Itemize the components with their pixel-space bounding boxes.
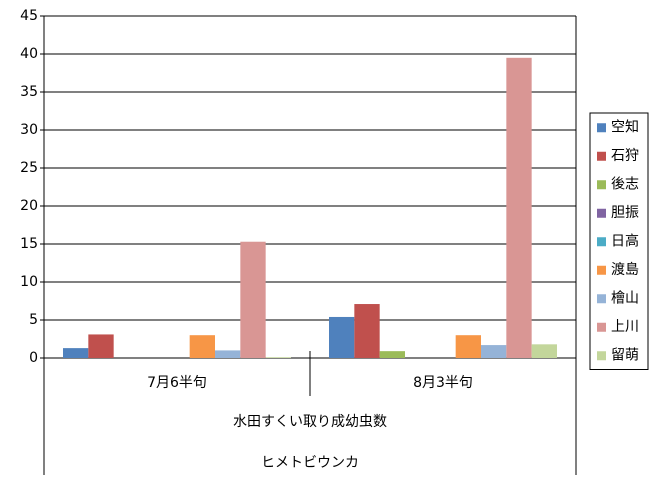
y-tick-label: 45 (20, 8, 38, 24)
legend-swatch (597, 151, 606, 161)
legend-label: 石狩 (611, 148, 639, 164)
legend-swatch (597, 351, 606, 361)
legend-label: 渡島 (611, 262, 639, 278)
bar (481, 345, 507, 358)
legend-label: 空知 (611, 118, 639, 135)
bar (329, 316, 355, 358)
y-tick-label: 35 (20, 84, 38, 100)
legend-label: 日高 (611, 232, 639, 249)
legend-swatch (597, 237, 606, 247)
legend-label: 後志 (611, 176, 639, 192)
y-tick-label: 15 (20, 236, 38, 252)
legend-label: 胆振 (611, 205, 639, 221)
bar (379, 351, 405, 358)
x-tick-label: 8月3半句 (413, 375, 473, 391)
bar (354, 304, 380, 358)
y-tick-label: 0 (29, 350, 38, 366)
legend-swatch (597, 322, 606, 332)
legend-label: 留萌 (611, 347, 639, 363)
bar (531, 344, 557, 358)
legend-swatch (597, 208, 606, 218)
bar (88, 334, 114, 358)
category-level-label: ヒメトビウンカ (261, 455, 359, 471)
legend-swatch (597, 180, 606, 190)
y-tick-label: 20 (20, 198, 38, 214)
x-tick-label: 7月6半句 (147, 375, 207, 391)
bar (189, 335, 215, 358)
legend-swatch (597, 123, 606, 133)
y-tick-label: 25 (20, 160, 38, 176)
bar (506, 57, 532, 359)
bar (455, 335, 481, 358)
legend-swatch (597, 294, 606, 304)
bar (63, 348, 89, 358)
legend-swatch (597, 265, 606, 275)
legend-label: 檜山 (611, 289, 639, 306)
bar (240, 241, 266, 358)
category-level-label: 水田すくい取り成幼虫数 (233, 414, 387, 430)
y-tick-label: 10 (20, 274, 38, 290)
bar (215, 350, 241, 358)
y-tick-label: 30 (20, 122, 38, 138)
bar (265, 357, 291, 358)
legend-label: 上川 (611, 319, 639, 335)
y-tick-label: 5 (29, 312, 38, 328)
y-tick-label: 40 (20, 46, 38, 62)
